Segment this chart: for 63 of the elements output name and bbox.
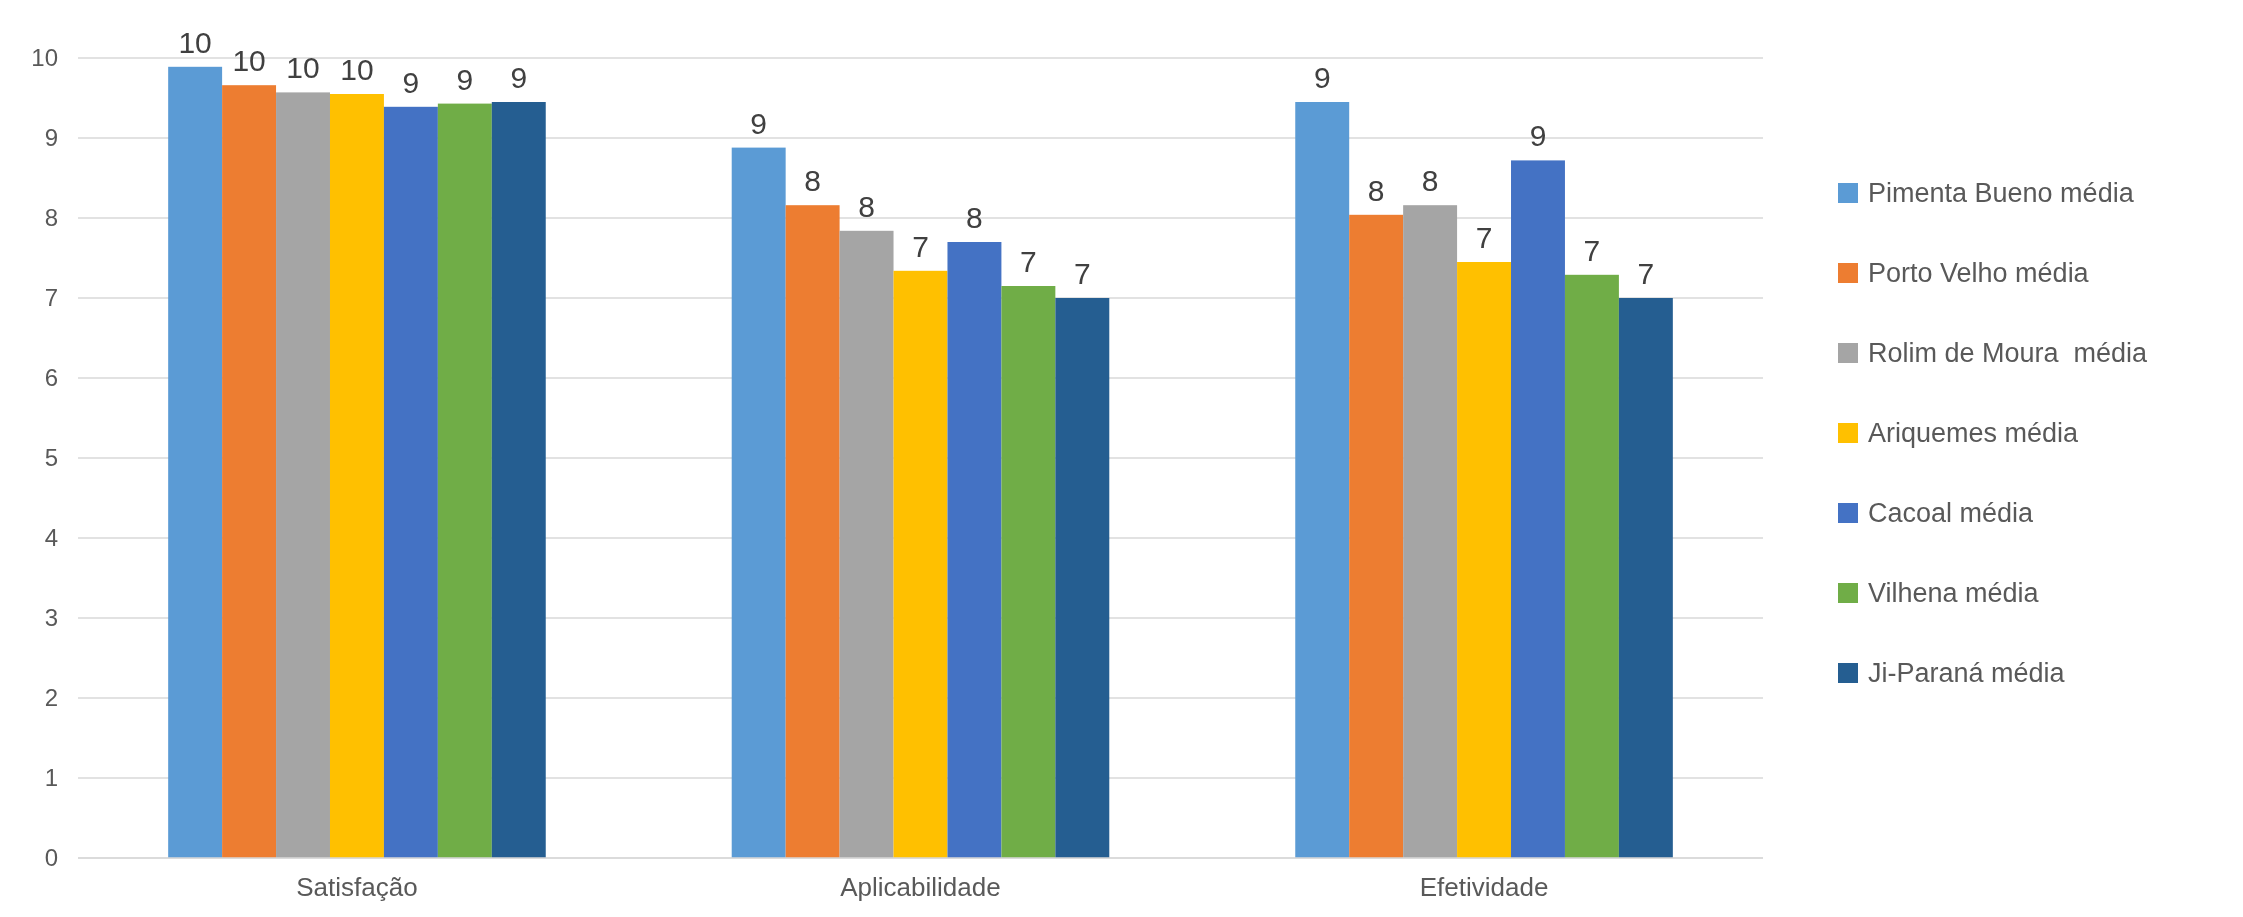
bar — [1055, 298, 1110, 858]
data-label: 7 — [1020, 245, 1037, 278]
bar — [1349, 214, 1404, 858]
data-label: 9 — [510, 61, 528, 94]
data-label: 8 — [804, 164, 821, 198]
bar — [1001, 286, 1056, 858]
data-label: 7 — [1583, 233, 1601, 267]
y-tick-label: 6 — [44, 364, 58, 392]
bar — [437, 103, 492, 858]
y-tick-label: 9 — [44, 124, 58, 152]
y-tick-label: 5 — [44, 444, 58, 472]
x-tick-label: Efetividade — [1419, 872, 1549, 902]
bar — [329, 94, 384, 858]
legend-label: Vilhena média — [1868, 578, 2040, 609]
bar — [1403, 205, 1458, 858]
bar — [1618, 298, 1673, 858]
y-tick-label: 4 — [44, 524, 58, 552]
data-label: 7 — [1637, 257, 1655, 290]
bar — [839, 230, 894, 858]
y-tick-label: 2 — [44, 684, 58, 712]
legend-label: Cacoal média — [1868, 498, 2035, 529]
data-label: 9 — [456, 62, 474, 96]
x-tick-label: Aplicabilidade — [840, 872, 1001, 902]
data-label: 10 — [178, 25, 212, 59]
bar — [1457, 262, 1512, 858]
data-label: 7 — [1073, 257, 1091, 290]
data-label: 8 — [858, 189, 875, 223]
data-label: 9 — [402, 65, 420, 99]
bar — [168, 66, 223, 858]
y-tick-label: 1 — [44, 764, 58, 792]
y-tick-label: 0 — [44, 844, 58, 872]
legend-label: Pimenta Bueno média — [1868, 178, 2135, 209]
y-tick-label: 7 — [44, 284, 58, 312]
bar — [731, 147, 786, 858]
bar — [1295, 102, 1350, 858]
data-label: 9 — [750, 106, 768, 140]
data-label: 9 — [1313, 61, 1331, 94]
data-label: 9 — [1529, 119, 1547, 153]
y-tick-label: 10 — [31, 44, 58, 72]
legend-label: Ji-Paraná média — [1868, 658, 2066, 689]
data-label: 7 — [912, 229, 929, 263]
data-label: 8 — [1421, 164, 1439, 198]
bar — [1564, 274, 1619, 858]
bar — [785, 205, 840, 858]
bar — [222, 85, 277, 858]
bar — [276, 92, 330, 858]
data-label: 10 — [232, 44, 266, 78]
x-tick-label: Satisfação — [296, 872, 418, 902]
data-label: 10 — [286, 51, 320, 85]
legend-label: Rolim de Moura média — [1868, 338, 2149, 369]
bar — [1511, 160, 1565, 858]
y-tick-label: 3 — [44, 604, 58, 632]
legend-label: Ariquemes média — [1868, 418, 2080, 449]
bar — [947, 242, 1002, 858]
bar — [491, 102, 546, 858]
data-label: 8 — [1367, 173, 1385, 207]
data-label: 7 — [1475, 221, 1493, 254]
data-label: 10 — [340, 53, 374, 86]
bar — [383, 106, 438, 858]
y-tick-label: 8 — [44, 204, 58, 232]
legend-label: Porto Velho média — [1868, 258, 2090, 289]
bar — [893, 270, 948, 858]
data-label: 8 — [966, 201, 983, 234]
